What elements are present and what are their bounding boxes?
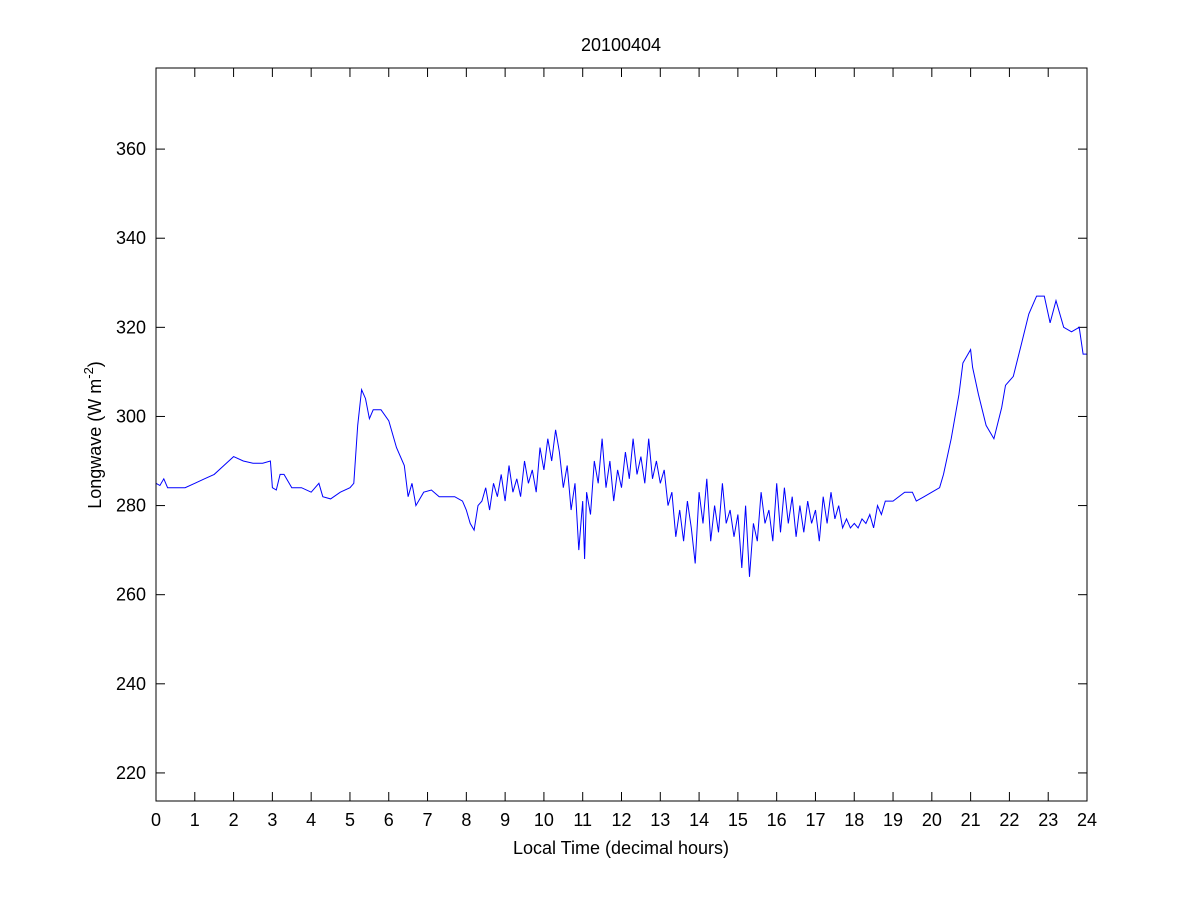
x-tick-label: 17 (805, 810, 825, 830)
x-tick-label: 0 (151, 810, 161, 830)
x-tick-label: 11 (573, 810, 592, 830)
y-tick-label: 340 (116, 228, 146, 248)
x-tick-label: 7 (423, 810, 433, 830)
axes-box (155, 67, 1088, 802)
x-tick-label: 21 (961, 810, 981, 830)
x-tick-label: 24 (1077, 810, 1097, 830)
x-tick-label: 10 (534, 810, 554, 830)
chart-title: 20100404 (581, 35, 661, 55)
y-tick-label: 320 (116, 317, 146, 337)
x-tick-label: 15 (728, 810, 748, 830)
series-line (155, 295, 1087, 577)
x-tick-label: 13 (650, 810, 670, 830)
x-tick-label: 16 (767, 810, 787, 830)
x-tick-label: 3 (267, 810, 277, 830)
y-axis-label: Longwave (W m-2) (81, 361, 105, 509)
x-tick-label: 5 (345, 810, 355, 830)
x-tick-label: 22 (999, 810, 1019, 830)
plot-area (156, 68, 1087, 801)
y-tick-label: 220 (116, 763, 146, 783)
y-tick-label: 360 (116, 139, 146, 159)
y-tick-label: 300 (116, 406, 146, 426)
x-tick-label: 20 (922, 810, 942, 830)
x-tick-label: 19 (883, 810, 903, 830)
x-tick-label: 9 (500, 810, 510, 830)
x-tick-label: 1 (190, 810, 200, 830)
x-tick-label: 12 (611, 810, 631, 830)
y-tick-label: 240 (116, 674, 146, 694)
x-tick-label: 18 (844, 810, 864, 830)
x-tick-label: 4 (306, 810, 316, 830)
x-tick-label: 23 (1038, 810, 1058, 830)
x-axis-label: Local Time (decimal hours) (513, 838, 729, 858)
x-tick-label: 8 (461, 810, 471, 830)
y-tick-label: 280 (116, 496, 146, 516)
x-tick-label: 6 (384, 810, 394, 830)
y-tick-label: 260 (116, 585, 146, 605)
x-tick-label: 14 (689, 810, 709, 830)
x-tick-label: 2 (229, 810, 239, 830)
